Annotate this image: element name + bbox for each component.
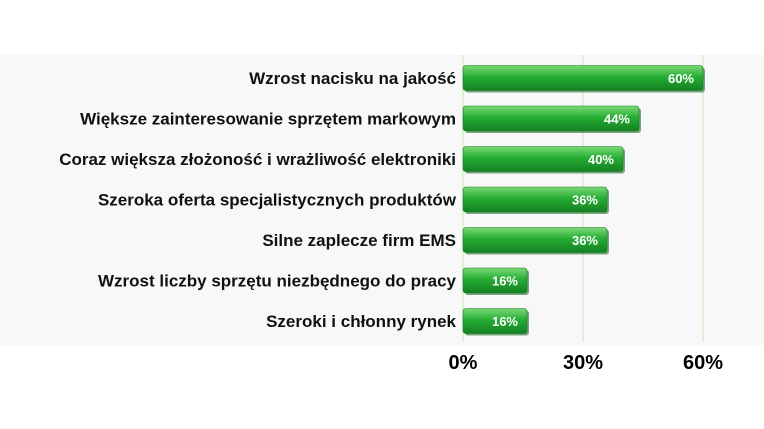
bar — [462, 105, 640, 132]
category-label: Szeroka oferta specjalistycznych produkt… — [98, 191, 457, 210]
category-label: Silne zaplecze firm EMS — [262, 231, 456, 250]
bar-value-label: 16% — [492, 314, 518, 329]
bar-value-label: 16% — [492, 274, 518, 289]
bar — [462, 267, 528, 294]
category-label: Wzrost liczby sprzętu niezbędnego do pra… — [98, 272, 457, 291]
category-label: Coraz większa złożoność i wrażliwość ele… — [59, 150, 456, 169]
bar — [462, 65, 704, 91]
category-label: Wzrost nacisku na jakość — [249, 69, 456, 88]
bar-value-label: 36% — [572, 233, 598, 248]
bar-value-label: 44% — [604, 112, 630, 127]
bar-value-label: 36% — [572, 193, 598, 208]
category-label: Szeroki i chłonny rynek — [266, 312, 456, 331]
bar — [462, 186, 608, 213]
bar — [462, 227, 608, 253]
category-label: Większe zainteresowanie sprzętem markowy… — [80, 110, 456, 129]
x-tick-label: 0% — [449, 352, 478, 374]
bar-value-label: 40% — [588, 152, 614, 167]
bar — [462, 308, 528, 334]
x-tick-label: 60% — [683, 352, 723, 374]
x-tick-label: 30% — [563, 352, 603, 374]
bar-value-label: 60% — [668, 71, 694, 86]
plot-background — [0, 55, 764, 345]
bar — [462, 146, 624, 172]
